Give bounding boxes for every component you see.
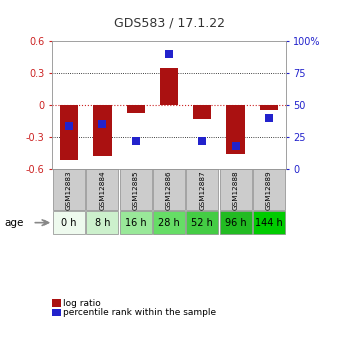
Bar [220, 169, 251, 210]
Bar [153, 211, 185, 234]
Point [233, 143, 238, 149]
Bar [53, 211, 85, 234]
Bar [126, 105, 145, 112]
Text: GSM12886: GSM12886 [166, 170, 172, 210]
Bar [260, 105, 278, 110]
Text: GSM12889: GSM12889 [266, 170, 272, 210]
Text: GSM12884: GSM12884 [99, 170, 105, 210]
Text: 52 h: 52 h [191, 218, 213, 228]
Text: GSM12888: GSM12888 [233, 170, 239, 210]
Point [266, 115, 272, 121]
Bar [253, 169, 285, 210]
Bar [53, 169, 85, 210]
Text: percentile rank within the sample: percentile rank within the sample [63, 308, 216, 317]
Bar [87, 169, 118, 210]
Bar [120, 169, 152, 210]
Text: 16 h: 16 h [125, 218, 146, 228]
Text: age: age [4, 218, 24, 228]
Text: GSM12887: GSM12887 [199, 170, 205, 210]
Bar [193, 105, 212, 119]
Bar [220, 211, 251, 234]
Point [66, 123, 72, 128]
Text: 96 h: 96 h [225, 218, 246, 228]
Text: 28 h: 28 h [158, 218, 180, 228]
Point [200, 138, 205, 144]
Bar [153, 169, 185, 210]
Text: 0 h: 0 h [61, 218, 77, 228]
Text: GSM12883: GSM12883 [66, 170, 72, 210]
Text: GSM12885: GSM12885 [133, 170, 139, 210]
Bar [253, 211, 285, 234]
Text: log ratio: log ratio [63, 299, 101, 308]
Bar [186, 211, 218, 234]
Bar [186, 169, 218, 210]
Text: 8 h: 8 h [95, 218, 110, 228]
Point [133, 138, 138, 144]
Bar [60, 105, 78, 160]
Bar [87, 211, 118, 234]
Text: GDS583 / 17.1.22: GDS583 / 17.1.22 [114, 16, 224, 29]
Text: 144 h: 144 h [255, 218, 283, 228]
Point [166, 51, 172, 57]
Bar [160, 68, 178, 105]
Bar [93, 105, 112, 156]
Point [100, 121, 105, 127]
Bar [226, 105, 245, 154]
Bar [120, 211, 152, 234]
